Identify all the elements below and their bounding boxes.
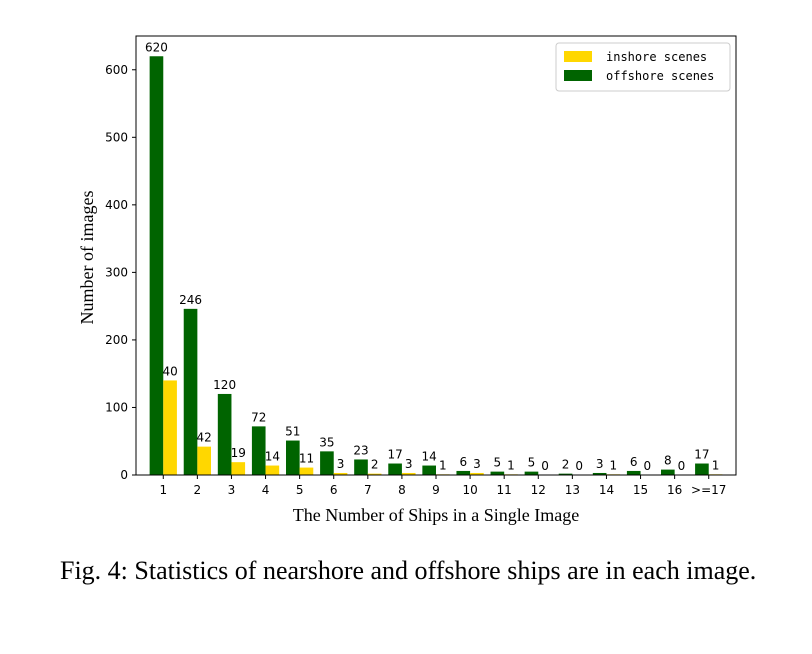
- data-label-offshore-13: 2: [562, 458, 570, 472]
- legend: inshore scenes offshore scenes: [555, 42, 731, 92]
- y-tick-label-200: 200: [105, 333, 128, 347]
- y-tick-label-100: 100: [105, 400, 128, 414]
- data-label-offshore-2: 246: [179, 293, 202, 307]
- x-tick-label-16: 16: [667, 483, 682, 497]
- bar-offshore-8: [388, 463, 402, 475]
- y-tick-label-500: 500: [105, 130, 128, 144]
- bar-inshore-6: [333, 472, 348, 475]
- bar-inshore-1: [163, 380, 177, 475]
- y-tick-label-600: 600: [105, 63, 128, 77]
- bar-offshore-4: [251, 426, 266, 475]
- bar-offshore-11: [490, 471, 505, 475]
- x-tick-label-8: 8: [398, 483, 406, 497]
- data-label-inshore-3: 19: [231, 446, 246, 460]
- bar-offshore-10: [456, 470, 471, 475]
- data-label-inshore-16: 0: [678, 459, 686, 473]
- data-label-offshore-17: 17: [694, 448, 709, 462]
- y-tick-label-0: 0: [120, 468, 128, 482]
- bar-inshore-3: [231, 462, 246, 475]
- data-label-offshore-1: 620: [145, 40, 168, 54]
- data-label-offshore-4: 72: [251, 410, 266, 424]
- data-label-inshore-14: 1: [609, 458, 617, 472]
- x-tick-label-13: 13: [565, 483, 580, 497]
- x-tick-label-1: 1: [159, 483, 167, 497]
- data-label-inshore-2: 42: [197, 431, 212, 445]
- data-label-offshore-12: 5: [528, 456, 536, 470]
- x-tick-label-15: 15: [633, 483, 648, 497]
- legend-swatch-inshore: [564, 51, 592, 62]
- legend-box: [555, 42, 731, 92]
- data-label-offshore-6: 35: [319, 435, 334, 449]
- data-label-offshore-3: 120: [213, 378, 236, 392]
- y-tick-label-300: 300: [105, 265, 128, 279]
- data-label-inshore-17: 1: [712, 458, 720, 472]
- data-label-offshore-15: 6: [630, 455, 638, 469]
- bar-offshore-3: [217, 393, 232, 475]
- x-tick-label-14: 14: [599, 483, 614, 497]
- bar-offshore-16: [661, 469, 675, 475]
- bar-offshore-1: [149, 56, 164, 476]
- x-tick-label-3: 3: [228, 483, 236, 497]
- bar-offshore-17: [695, 463, 709, 475]
- data-label-inshore-12: 0: [541, 459, 549, 473]
- x-axis-ticks: 1 2 3 4 5 6 7 8 9 10 11 12 13 14 15 16 >=17: [159, 475, 726, 497]
- bar-offshore-12: [524, 471, 539, 475]
- data-label-inshore-1: 40: [162, 364, 177, 378]
- data-label-inshore-9: 1: [439, 458, 447, 472]
- x-tick-label-5: 5: [296, 483, 304, 497]
- bar-offshore-5: [286, 440, 300, 475]
- bar-offshore-14: [592, 472, 607, 475]
- bar-offshore-13: [558, 473, 573, 475]
- data-label-inshore-4: 14: [265, 450, 280, 464]
- bars-group: [149, 56, 723, 476]
- bar-offshore-2: [183, 308, 198, 475]
- data-label-offshore-8: 17: [387, 448, 402, 462]
- data-label-offshore-7: 23: [353, 443, 368, 457]
- x-tick-label-4: 4: [262, 483, 270, 497]
- bar-offshore-9: [422, 465, 436, 475]
- data-label-offshore-11: 5: [494, 456, 502, 470]
- figure-caption: Fig. 4: Statistics of nearshore and offs…: [60, 556, 757, 585]
- data-label-offshore-14: 3: [596, 457, 604, 471]
- x-tick-label-11: 11: [497, 483, 512, 497]
- data-label-offshore-10: 6: [459, 455, 467, 469]
- x-tick-label-2: 2: [194, 483, 202, 497]
- x-tick-label-17: >=17: [691, 483, 726, 497]
- legend-label-inshore: inshore scenes: [606, 50, 707, 64]
- x-tick-label-12: 12: [531, 483, 546, 497]
- legend-swatch-offshore: [564, 70, 592, 81]
- x-tick-label-7: 7: [364, 483, 372, 497]
- y-tick-label-400: 400: [105, 198, 128, 212]
- data-label-inshore-11: 1: [507, 458, 515, 472]
- y-axis-title: Number of images: [77, 191, 97, 325]
- plot-frame: [135, 35, 737, 476]
- bar-inshore-8: [401, 472, 416, 475]
- data-label-offshore-16: 8: [664, 454, 672, 468]
- data-label-offshore-9: 14: [422, 450, 437, 464]
- bar-inshore-4: [265, 465, 280, 475]
- bar-inshore-2: [197, 446, 211, 475]
- data-label-inshore-5: 11: [299, 452, 314, 466]
- data-label-offshore-5: 51: [285, 425, 300, 439]
- bar-offshore-7: [354, 459, 368, 475]
- bar-offshore-15: [626, 470, 641, 475]
- data-label-inshore-10: 3: [473, 457, 481, 471]
- data-label-inshore-6: 3: [337, 457, 345, 471]
- x-axis-title: The Number of Ships in a Single Image: [293, 505, 579, 525]
- y-axis-ticks: 0 100 200 300 400 500 600: [105, 63, 136, 482]
- data-label-inshore-8: 3: [405, 457, 413, 471]
- bar-offshore-6: [320, 451, 334, 475]
- bar-inshore-5: [299, 467, 314, 475]
- bar-inshore-10: [470, 472, 484, 475]
- bar-inshore-7: [367, 473, 382, 475]
- x-tick-label-6: 6: [330, 483, 338, 497]
- data-label-inshore-7: 2: [371, 458, 379, 472]
- x-tick-label-9: 9: [432, 483, 440, 497]
- data-label-inshore-15: 0: [644, 459, 652, 473]
- x-tick-label-10: 10: [462, 483, 477, 497]
- legend-label-offshore: offshore scenes: [606, 69, 714, 83]
- data-label-inshore-13: 0: [575, 459, 583, 473]
